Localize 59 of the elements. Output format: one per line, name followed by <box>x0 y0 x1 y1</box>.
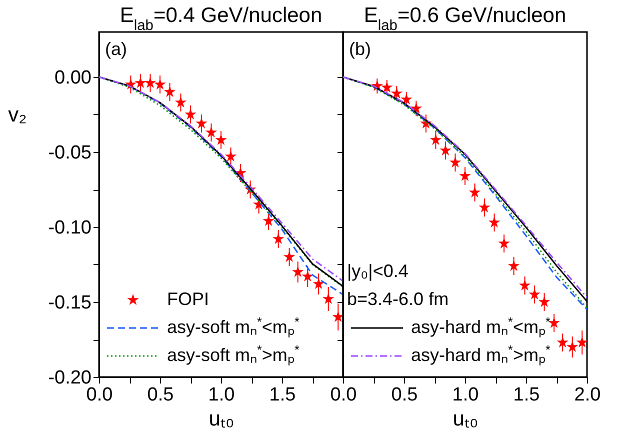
point <box>468 186 481 198</box>
x-tick-label: 1.0 <box>208 384 235 406</box>
y-tick-label: -0.15 <box>48 292 92 314</box>
point <box>224 150 237 162</box>
point <box>312 278 324 289</box>
x-tick-label: 0.5 <box>147 384 174 406</box>
point <box>508 260 520 271</box>
y-tick-label: -0.05 <box>48 142 92 164</box>
x-axis-title: uₜ₀ <box>452 408 478 430</box>
point <box>430 134 442 145</box>
point <box>272 232 284 244</box>
point <box>302 270 314 282</box>
annotation: b=3.4-6.0 fm <box>347 289 449 309</box>
point <box>556 336 568 348</box>
y-tick-label: -0.10 <box>48 218 92 238</box>
point <box>332 310 344 322</box>
point <box>390 87 403 98</box>
point <box>440 144 452 156</box>
point <box>144 76 156 88</box>
point <box>498 237 510 248</box>
legend-label: asy-soft mₙ$^{*}$<mₚ$^{*}$ <box>167 315 300 338</box>
annotation: (b) <box>349 39 371 59</box>
point <box>518 279 531 290</box>
legend-label: asy-hard mₙ$^{*}$<mₚ$^{*}$ <box>411 315 550 338</box>
point <box>322 292 334 304</box>
point <box>528 288 540 300</box>
point <box>449 156 462 168</box>
point <box>196 117 208 128</box>
point <box>292 266 304 277</box>
y-axis-title: v₂ <box>8 104 27 127</box>
x-tick-label: 1.0 <box>452 384 479 406</box>
point <box>400 93 412 104</box>
point <box>381 81 393 92</box>
point <box>283 250 296 262</box>
chart-title: E$_{lab}$=0.4 GeV/nucleon <box>120 4 322 34</box>
legend-label: asy-soft mₙ$^{*}$>mₚ$^{*}$ <box>167 343 300 366</box>
point <box>205 126 218 138</box>
annotation: (a) <box>105 39 127 59</box>
x-tick-label: 1.5 <box>513 384 540 406</box>
x-tick-label: 2.0 <box>574 384 601 406</box>
point <box>174 96 187 108</box>
point <box>164 86 176 97</box>
x-tick-label: 0.5 <box>391 384 418 406</box>
point <box>134 76 146 88</box>
annotation: |y₀|<0.4 <box>347 261 408 281</box>
point <box>576 336 588 348</box>
x-axis-title: uₜ₀ <box>208 408 234 430</box>
point <box>488 216 500 228</box>
point <box>566 340 578 352</box>
point <box>478 201 490 212</box>
legend-label: FOPI <box>167 289 210 309</box>
x-tick-label: 0.0 <box>330 384 357 406</box>
y-tick-label: 0.00 <box>54 68 92 88</box>
x-tick-label: 1.5 <box>269 384 296 406</box>
chart-title: E$_{lab}$=0.6 GeV/nucleon <box>364 4 566 34</box>
point <box>410 102 422 114</box>
point <box>538 296 550 307</box>
legend-label: asy-hard mₙ$^{*}$>mₚ$^{*}$ <box>411 343 550 366</box>
point <box>262 214 274 226</box>
